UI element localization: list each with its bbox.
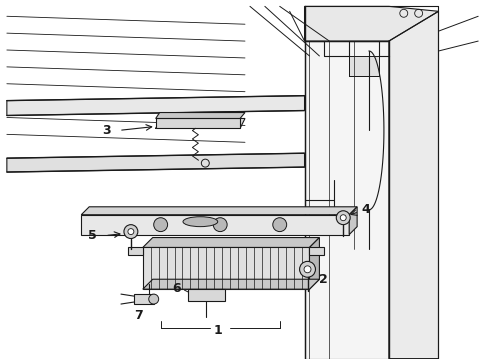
Circle shape xyxy=(273,218,287,231)
Polygon shape xyxy=(349,207,357,235)
Text: 5: 5 xyxy=(88,229,97,242)
Polygon shape xyxy=(305,41,389,359)
Polygon shape xyxy=(189,289,225,301)
Circle shape xyxy=(340,215,346,221)
Text: 6: 6 xyxy=(172,282,180,294)
Polygon shape xyxy=(7,96,305,116)
Circle shape xyxy=(154,218,168,231)
Polygon shape xyxy=(7,153,305,172)
Text: 7: 7 xyxy=(134,309,143,322)
Polygon shape xyxy=(389,11,439,359)
Polygon shape xyxy=(143,279,319,289)
Text: 3: 3 xyxy=(102,124,111,137)
Polygon shape xyxy=(134,294,154,304)
Polygon shape xyxy=(156,118,240,129)
Text: 1: 1 xyxy=(214,324,222,337)
Polygon shape xyxy=(310,247,324,255)
Polygon shape xyxy=(143,238,319,247)
Circle shape xyxy=(124,225,138,239)
Polygon shape xyxy=(128,247,143,255)
Polygon shape xyxy=(81,207,357,215)
Ellipse shape xyxy=(183,217,218,227)
Circle shape xyxy=(128,229,134,235)
Polygon shape xyxy=(310,238,319,289)
Circle shape xyxy=(213,218,227,231)
Polygon shape xyxy=(349,56,379,76)
Text: 4: 4 xyxy=(361,203,370,216)
Polygon shape xyxy=(156,118,245,129)
Text: 2: 2 xyxy=(319,273,328,286)
Polygon shape xyxy=(305,6,439,41)
Circle shape xyxy=(299,261,316,277)
Circle shape xyxy=(304,266,311,273)
Circle shape xyxy=(336,211,350,225)
Polygon shape xyxy=(81,215,349,235)
Polygon shape xyxy=(156,113,245,118)
Circle shape xyxy=(149,294,159,304)
Polygon shape xyxy=(143,247,310,289)
